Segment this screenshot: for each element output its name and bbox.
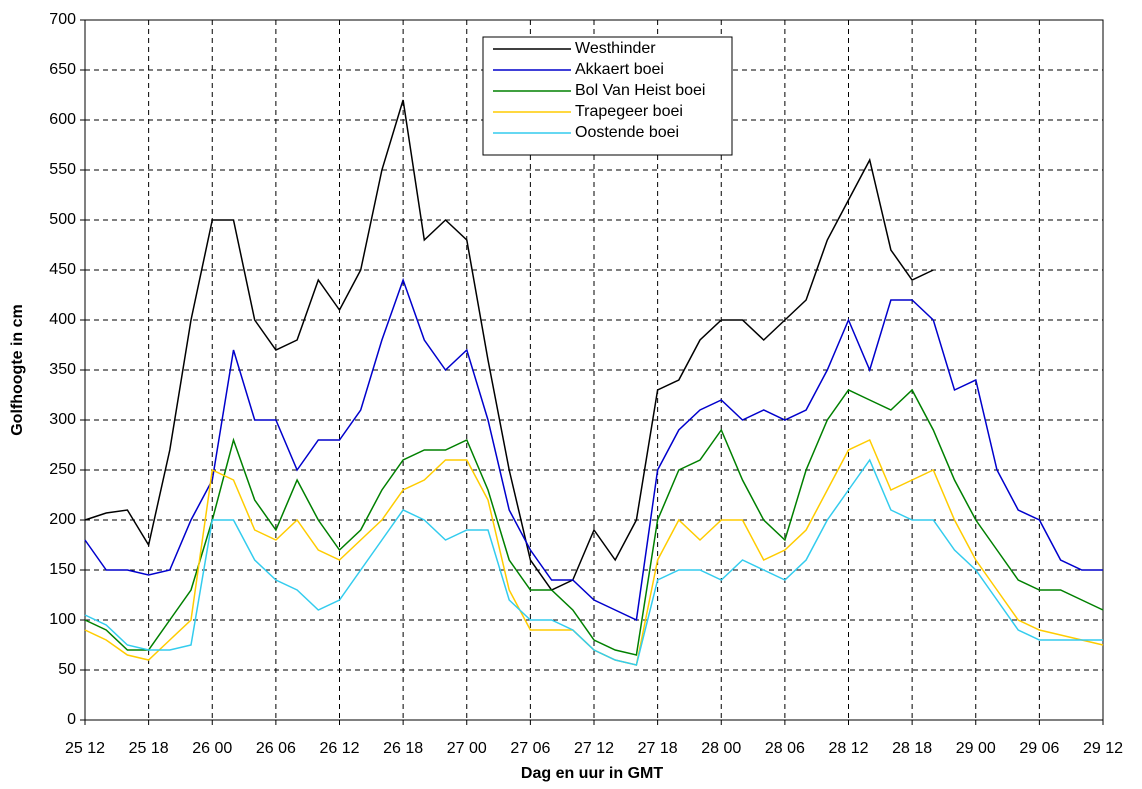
legend-label: Westhinder xyxy=(575,40,656,57)
x-tick-label: 26 00 xyxy=(192,740,232,757)
y-tick-label: 650 xyxy=(49,61,76,78)
x-tick-label: 26 06 xyxy=(256,740,296,757)
y-tick-label: 200 xyxy=(49,511,76,528)
y-tick-label: 250 xyxy=(49,461,76,478)
x-tick-label: 28 00 xyxy=(701,740,741,757)
x-tick-label: 29 00 xyxy=(956,740,996,757)
legend-box xyxy=(482,36,733,156)
series-line xyxy=(84,458,1103,666)
y-tick-label: 700 xyxy=(49,11,76,28)
series-line xyxy=(84,277,1103,622)
x-tick-label: 27 00 xyxy=(447,740,487,757)
x-tick-label: 27 06 xyxy=(510,740,550,757)
x-tick-label: 25 18 xyxy=(129,740,169,757)
series-line xyxy=(84,99,934,591)
x-axis-title: Dag en uur in GMT xyxy=(521,765,663,782)
x-tick-label: 28 06 xyxy=(765,740,805,757)
x-tick-label: 27 12 xyxy=(574,740,614,757)
y-tick-label: 300 xyxy=(49,411,76,428)
y-tick-label: 550 xyxy=(49,161,76,178)
y-tick-label: 50 xyxy=(58,661,76,678)
y-tick-label: 600 xyxy=(49,111,76,128)
series-line xyxy=(84,388,1104,656)
legend-label: Akkaert boei xyxy=(575,61,664,78)
x-tick-label: 27 18 xyxy=(638,740,678,757)
plot-frame xyxy=(84,19,1104,721)
x-tick-label: 28 12 xyxy=(828,740,868,757)
x-tick-label: 29 06 xyxy=(1019,740,1059,757)
x-tick-label: 28 18 xyxy=(892,740,932,757)
legend-label: Bol Van Heist boei xyxy=(575,82,705,99)
x-tick-label: 26 12 xyxy=(319,740,359,757)
legend-label: Trapegeer boei xyxy=(575,103,683,120)
y-axis-title: Golfhoogte in cm xyxy=(9,304,26,436)
x-tick-label: 29 12 xyxy=(1083,740,1123,757)
y-tick-label: 100 xyxy=(49,611,76,628)
legend-label: Oostende boei xyxy=(575,124,679,141)
y-tick-label: 500 xyxy=(49,211,76,228)
y-tick-label: 150 xyxy=(49,561,76,578)
y-tick-label: 400 xyxy=(49,311,76,328)
y-tick-label: 450 xyxy=(49,261,76,278)
x-tick-label: 25 12 xyxy=(65,740,105,757)
x-tick-label: 26 18 xyxy=(383,740,423,757)
y-tick-label: 0 xyxy=(67,711,76,728)
y-tick-label: 350 xyxy=(49,361,76,378)
